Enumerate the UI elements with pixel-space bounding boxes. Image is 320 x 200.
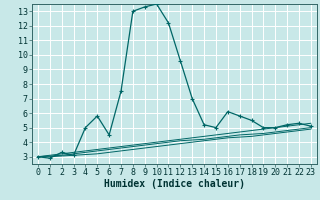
X-axis label: Humidex (Indice chaleur): Humidex (Indice chaleur) bbox=[104, 179, 245, 189]
